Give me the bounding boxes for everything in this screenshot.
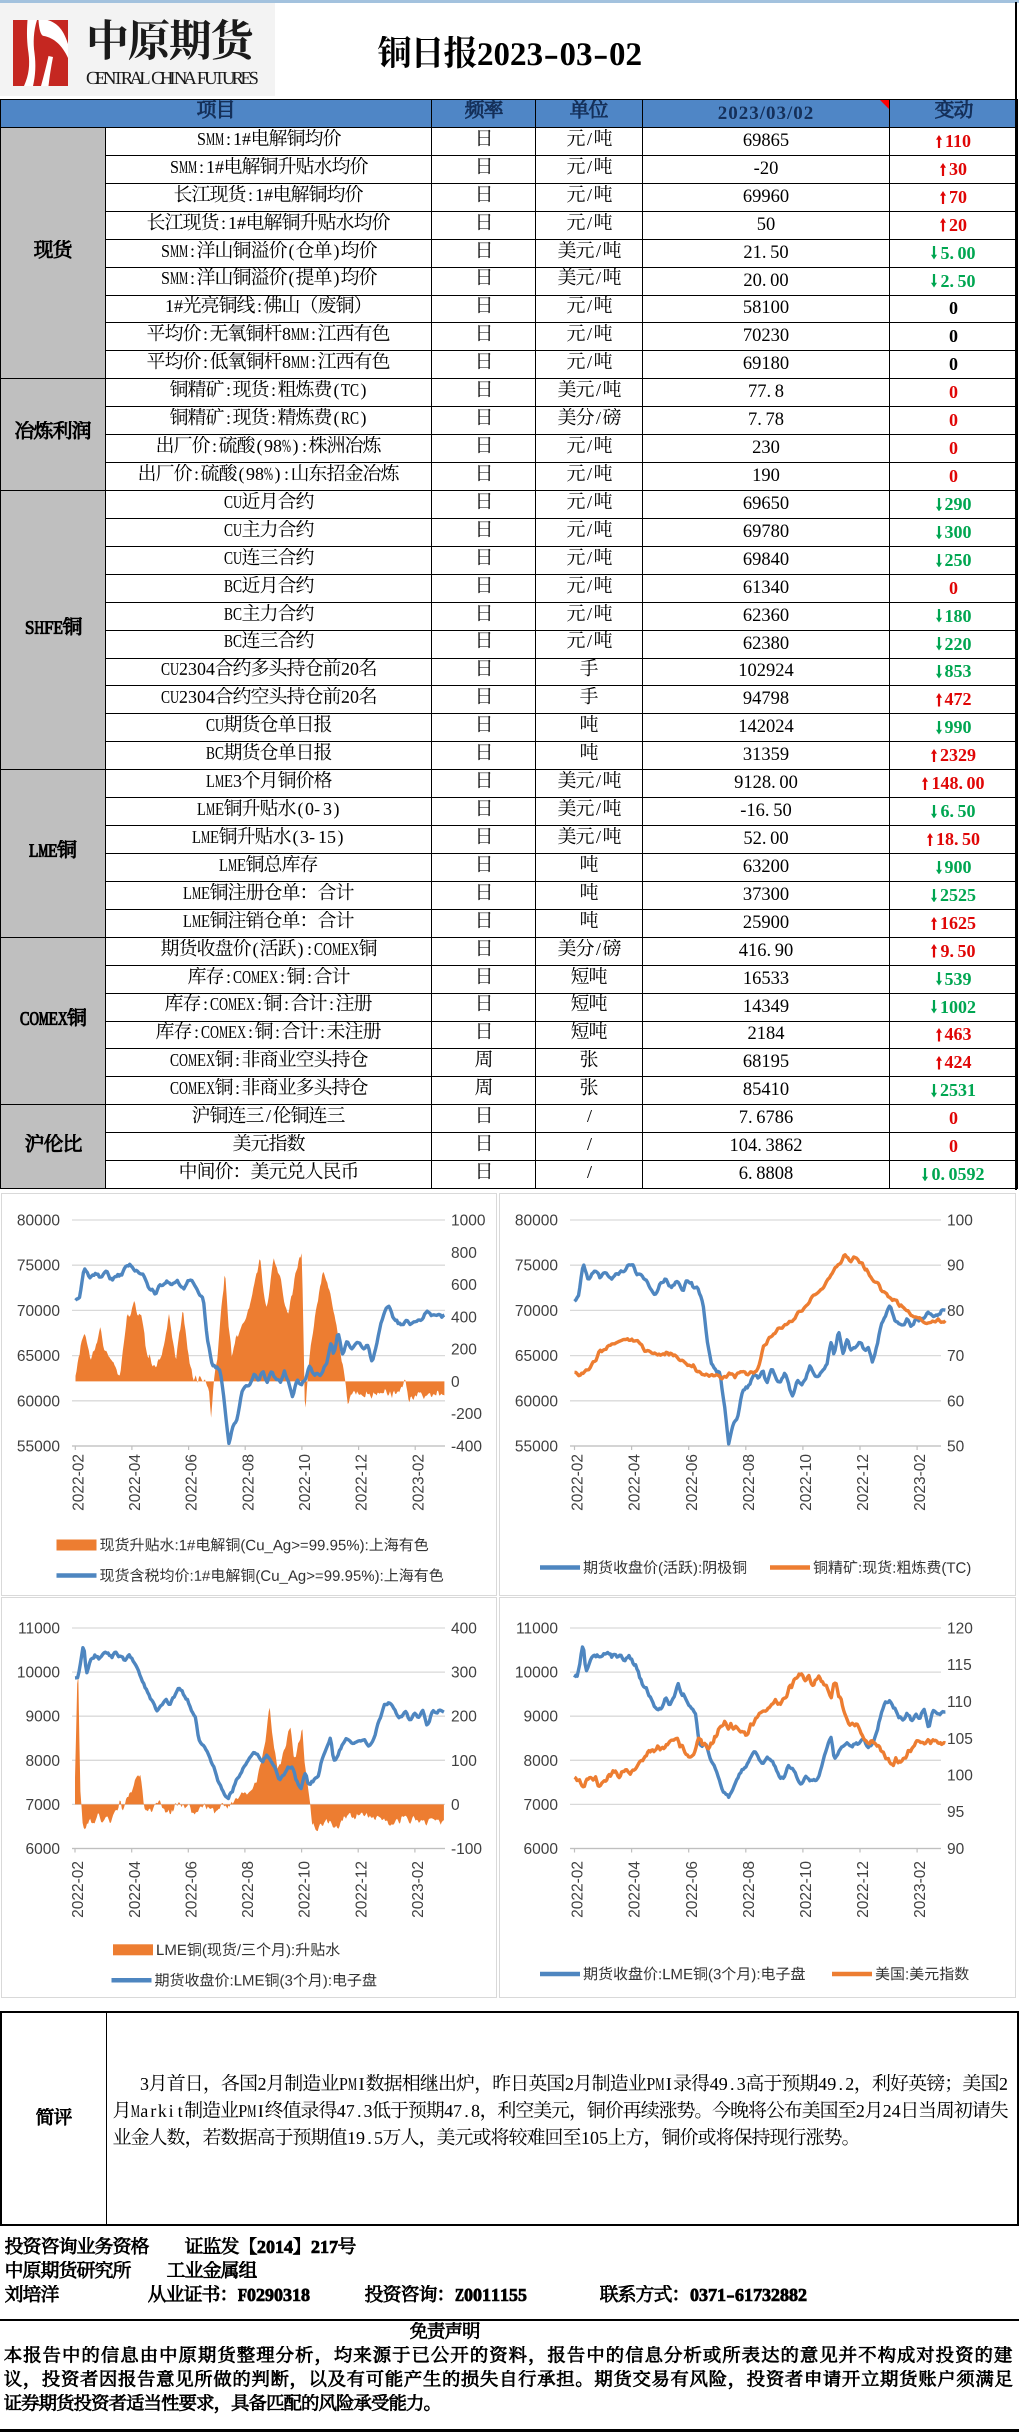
svg-text:9000: 9000 — [524, 1709, 559, 1726]
svg-text:600: 600 — [451, 1277, 477, 1294]
svg-text:60000: 60000 — [515, 1393, 558, 1410]
svg-text:75000: 75000 — [515, 1258, 558, 1275]
svg-text:60000: 60000 — [17, 1393, 60, 1410]
svg-text:70000: 70000 — [17, 1303, 60, 1320]
svg-text:105: 105 — [947, 1731, 973, 1748]
svg-text:200: 200 — [451, 1709, 477, 1726]
svg-text:2022-06: 2022-06 — [184, 1454, 201, 1511]
svg-text:2022-02: 2022-02 — [70, 1861, 87, 1918]
svg-text:11000: 11000 — [18, 1621, 60, 1638]
svg-text:2022-12: 2022-12 — [353, 1861, 370, 1918]
svg-text:65000: 65000 — [17, 1348, 60, 1365]
svg-text:65000: 65000 — [515, 1348, 558, 1365]
svg-text:2022-04: 2022-04 — [627, 1861, 644, 1918]
svg-text:2023-02: 2023-02 — [410, 1454, 427, 1511]
svg-text:1000: 1000 — [451, 1213, 486, 1230]
svg-text:2022-10: 2022-10 — [798, 1454, 815, 1511]
svg-text:-200: -200 — [451, 1406, 482, 1423]
svg-text:7000: 7000 — [26, 1797, 61, 1814]
svg-text:-400: -400 — [451, 1439, 482, 1456]
svg-text:800: 800 — [451, 1245, 477, 1262]
svg-text:11000: 11000 — [516, 1621, 558, 1638]
svg-text:110: 110 — [947, 1694, 972, 1711]
svg-text:120: 120 — [947, 1621, 973, 1638]
svg-text:2022-08: 2022-08 — [240, 1861, 257, 1918]
svg-text:2022-12: 2022-12 — [855, 1861, 872, 1918]
svg-text:400: 400 — [451, 1309, 477, 1326]
svg-text:2022-10: 2022-10 — [297, 1861, 314, 1918]
svg-text:0: 0 — [451, 1374, 460, 1391]
svg-text:100: 100 — [451, 1753, 477, 1770]
svg-text:10000: 10000 — [515, 1665, 558, 1682]
svg-text:2023-02: 2023-02 — [410, 1861, 427, 1918]
svg-text:2023-02: 2023-02 — [912, 1861, 929, 1918]
svg-text:75000: 75000 — [17, 1258, 60, 1275]
svg-text:9000: 9000 — [26, 1709, 61, 1726]
svg-text:7000: 7000 — [524, 1797, 559, 1814]
svg-text:2022-04: 2022-04 — [127, 1454, 144, 1511]
svg-text:2022-12: 2022-12 — [354, 1454, 371, 1511]
svg-text:80000: 80000 — [515, 1213, 558, 1230]
svg-text:2022-10: 2022-10 — [798, 1861, 815, 1918]
svg-text:2022-06: 2022-06 — [183, 1861, 200, 1918]
svg-text:115: 115 — [947, 1657, 972, 1674]
svg-text:95: 95 — [947, 1804, 964, 1821]
svg-text:80: 80 — [947, 1303, 965, 1320]
svg-text:90: 90 — [947, 1258, 965, 1275]
svg-text:200: 200 — [451, 1342, 477, 1359]
svg-text:-100: -100 — [451, 1841, 482, 1858]
svg-text:2022-04: 2022-04 — [127, 1861, 144, 1918]
svg-text:2022-08: 2022-08 — [741, 1861, 758, 1918]
svg-text:2022-08: 2022-08 — [741, 1454, 758, 1511]
svg-text:100: 100 — [947, 1768, 973, 1785]
svg-text:2022-02: 2022-02 — [570, 1861, 587, 1918]
svg-text:50: 50 — [947, 1439, 965, 1456]
svg-text:100: 100 — [947, 1213, 973, 1230]
svg-text:0: 0 — [451, 1797, 460, 1814]
svg-text:400: 400 — [451, 1621, 477, 1638]
svg-text:2022-08: 2022-08 — [240, 1454, 257, 1511]
svg-text:2022-10: 2022-10 — [297, 1454, 314, 1511]
svg-text:8000: 8000 — [524, 1753, 559, 1770]
svg-text:6000: 6000 — [26, 1841, 61, 1858]
svg-text:2022-04: 2022-04 — [627, 1454, 644, 1511]
svg-text:60: 60 — [947, 1393, 965, 1410]
svg-text:2022-12: 2022-12 — [855, 1454, 872, 1511]
svg-text:2022-06: 2022-06 — [684, 1454, 701, 1511]
svg-text:6000: 6000 — [524, 1841, 559, 1858]
svg-text:90: 90 — [947, 1841, 965, 1858]
svg-text:2022-02: 2022-02 — [570, 1454, 587, 1511]
svg-text:70: 70 — [947, 1348, 965, 1365]
svg-text:2022-06: 2022-06 — [684, 1861, 701, 1918]
svg-text:55000: 55000 — [515, 1439, 558, 1456]
svg-text:55000: 55000 — [17, 1439, 60, 1456]
svg-text:80000: 80000 — [17, 1213, 60, 1230]
svg-text:2023-02: 2023-02 — [912, 1454, 929, 1511]
svg-text:10000: 10000 — [17, 1665, 60, 1682]
svg-text:70000: 70000 — [515, 1303, 558, 1320]
svg-text:8000: 8000 — [26, 1753, 61, 1770]
svg-text:300: 300 — [451, 1665, 477, 1682]
svg-text:2022-02: 2022-02 — [70, 1454, 87, 1511]
